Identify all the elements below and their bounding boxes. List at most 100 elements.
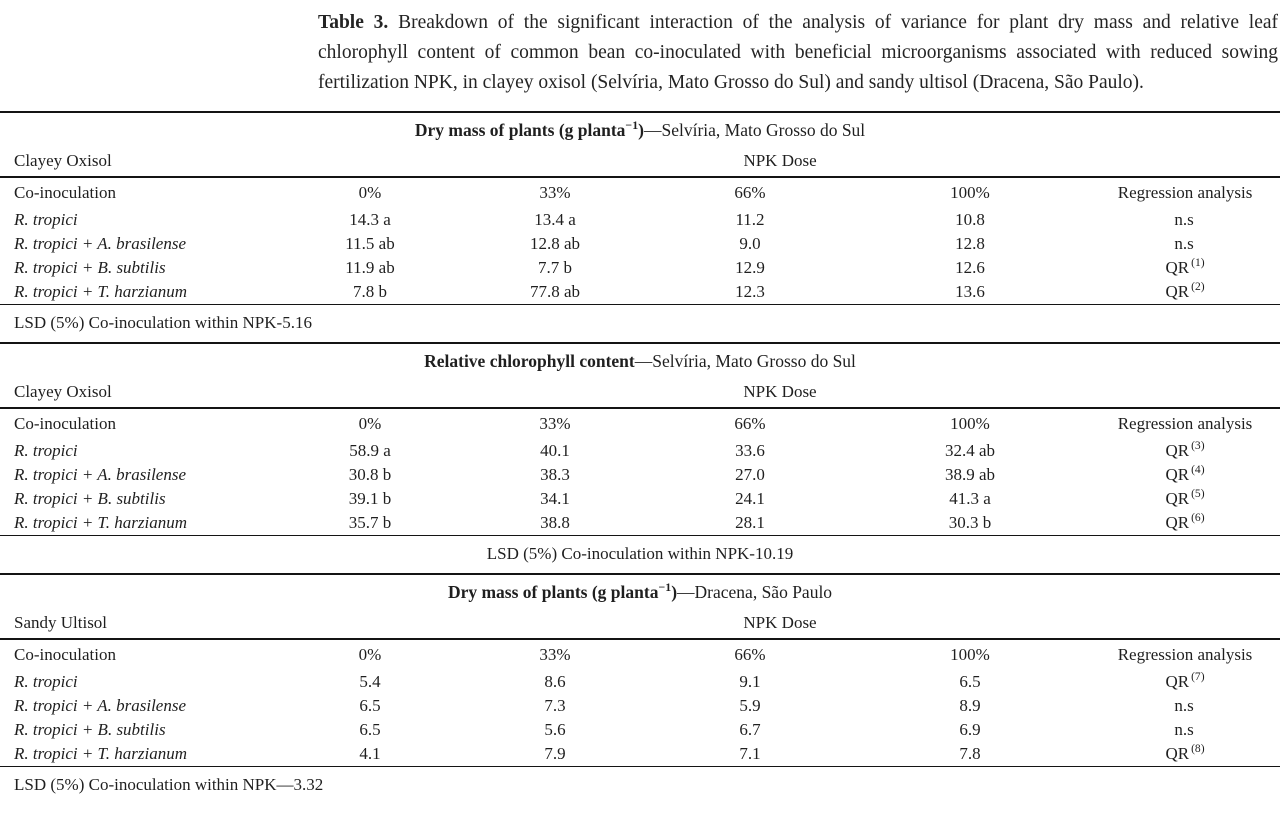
- treatment-label: R. tropici + T. harzianum: [0, 280, 280, 305]
- col-header-66pct: 66%: [734, 414, 766, 433]
- table-row: R. tropici + T. harzianum 7.8 b 77.8 ab …: [0, 280, 1280, 305]
- treatment-label: R. tropici + B. subtilis: [14, 720, 166, 739]
- regression-cell: QR (7): [1165, 670, 1205, 691]
- npk-dose-label: NPK Dose: [280, 143, 1280, 178]
- value-cell: 12.8 ab: [529, 234, 581, 253]
- col-header-regression: Regression analysis: [1117, 183, 1253, 202]
- section-table-dry-mass-dracena: Dry mass of plants (g planta−1)—Dracena,…: [0, 573, 1280, 767]
- col-header-66pct: 66%: [734, 645, 766, 664]
- col-header-regression: Regression analysis: [1117, 645, 1253, 664]
- value-cell: 10.8: [955, 210, 985, 229]
- value-cell: 5.4: [359, 672, 381, 691]
- col-header-0pct: 0%: [358, 183, 382, 202]
- table-caption-label: Table 3.: [318, 12, 389, 33]
- value-cell: 7.1: [650, 742, 850, 767]
- value-cell: 39.1 b: [348, 489, 392, 508]
- regression-cell: QR (5): [1165, 487, 1205, 508]
- section-title-measure: Relative chlorophyll content: [424, 351, 635, 371]
- value-cell: 4.1: [280, 742, 460, 767]
- value-cell: 8.6: [544, 672, 566, 691]
- table-row: R. tropici + B. subtilis 11.9 ab 7.7 b 1…: [0, 256, 1280, 280]
- value-cell: 6.7: [739, 720, 761, 739]
- col-header-regression: Regression analysis: [1117, 414, 1253, 433]
- value-cell: 6.5: [359, 720, 381, 739]
- value-cell: 30.8 b: [348, 465, 392, 484]
- section-title-row: Relative chlorophyll content—Selvíria, M…: [0, 343, 1280, 374]
- regression-cell: n.s: [1174, 210, 1194, 229]
- regression-cell: QR (8): [1090, 742, 1280, 767]
- section-table-dry-mass-selviria: Dry mass of plants (g planta−1)—Selvíria…: [0, 111, 1280, 305]
- value-cell: 12.9: [735, 258, 765, 277]
- treatment-label: R. tropici: [14, 441, 78, 460]
- treatment-label: R. tropici: [14, 210, 78, 229]
- soil-type-label: Sandy Ultisol: [0, 605, 280, 640]
- table-row: R. tropici + A. brasilense 30.8 b 38.3 2…: [0, 463, 1280, 487]
- value-cell: 7.8: [850, 742, 1090, 767]
- value-cell: 32.4 ab: [944, 441, 996, 460]
- value-cell: 6.5: [359, 696, 381, 715]
- soil-type-label: Clayey Oxisol: [0, 374, 280, 409]
- value-cell: 38.9 ab: [944, 465, 996, 484]
- value-cell: 8.9: [959, 696, 981, 715]
- regression-cell: QR (4): [1165, 463, 1205, 484]
- value-cell: 6.5: [959, 672, 981, 691]
- column-header-row: Co-inoculation 0% 33% 66% 100% Regressio…: [0, 639, 1280, 670]
- section-title-row: Dry mass of plants (g planta−1)—Dracena,…: [0, 574, 1280, 605]
- value-cell: 6.9: [959, 720, 981, 739]
- table-row: R. tropici + A. brasilense 11.5 ab 12.8 …: [0, 232, 1280, 256]
- treatment-label: R. tropici: [14, 672, 78, 691]
- treatment-label: R. tropici + T. harzianum: [0, 511, 280, 536]
- regression-cell: QR (3): [1165, 439, 1205, 460]
- section-table-chlorophyll-selviria: Relative chlorophyll content—Selvíria, M…: [0, 342, 1280, 536]
- regression-cell: n.s: [1174, 720, 1194, 739]
- col-header-100pct: 100%: [950, 414, 990, 433]
- value-cell: 38.8: [460, 511, 650, 536]
- section-title-unit: (g planta−1): [587, 580, 678, 602]
- value-cell: 9.1: [739, 672, 761, 691]
- section-title-location: —Dracena, São Paulo: [677, 582, 833, 602]
- column-header-row: Co-inoculation 0% 33% 66% 100% Regressio…: [0, 408, 1280, 439]
- section-title-location: —Selvíria, Mato Grosso do Sul: [643, 120, 866, 140]
- treatment-label: R. tropici + T. harzianum: [0, 742, 280, 767]
- value-cell: 7.3: [544, 696, 566, 715]
- section-title-location: —Selvíria, Mato Grosso do Sul: [634, 351, 856, 371]
- section-title-measure: Dry mass of plants: [414, 120, 555, 140]
- col-header-0pct: 0%: [358, 645, 382, 664]
- value-cell: 41.3 a: [949, 489, 991, 508]
- table-row: R. tropici 58.9 a 40.1 33.6 32.4 ab QR (3…: [0, 439, 1280, 463]
- value-cell: 5.9: [739, 696, 761, 715]
- section-title-unit: (g planta−1): [554, 118, 644, 140]
- section-title-measure: Dry mass of plants: [447, 582, 588, 602]
- value-cell: 38.3: [540, 465, 570, 484]
- value-cell: 13.4 a: [534, 210, 576, 229]
- value-cell: 12.8: [955, 234, 985, 253]
- col-header-33pct: 33%: [539, 645, 571, 664]
- regression-cell: QR (2): [1090, 280, 1280, 305]
- npk-dose-label: NPK Dose: [280, 374, 1280, 409]
- col-header-coinoculation: Co-inoculation: [14, 645, 116, 664]
- table-row: R. tropici + T. harzianum 4.1 7.9 7.1 7.…: [0, 742, 1280, 767]
- section-title: Dry mass of plants (g planta−1)—Dracena,…: [0, 574, 1280, 605]
- value-cell: 27.0: [735, 465, 765, 484]
- regression-cell: QR (1): [1165, 256, 1205, 277]
- col-header-33pct: 33%: [539, 414, 571, 433]
- treatment-label: R. tropici + A. brasilense: [14, 696, 187, 715]
- col-header-33pct: 33%: [539, 183, 571, 202]
- col-header-coinoculation: Co-inoculation: [14, 183, 116, 202]
- lsd-note: LSD (5%) Co-inoculation within NPK-5.16: [14, 313, 312, 332]
- soil-type-label: Clayey Oxisol: [0, 143, 280, 178]
- value-cell: 12.6: [955, 258, 985, 277]
- soil-header-row: Clayey Oxisol NPK Dose: [0, 143, 1280, 178]
- table-row: R. tropici + T. harzianum 35.7 b 38.8 28…: [0, 511, 1280, 536]
- col-header-100pct: 100%: [950, 645, 990, 664]
- col-header-100pct: 100%: [950, 183, 990, 202]
- col-header-66pct: 66%: [734, 183, 766, 202]
- npk-dose-label: NPK Dose: [280, 605, 1280, 640]
- value-cell: 77.8 ab: [460, 280, 650, 305]
- value-cell: 9.0: [739, 234, 761, 253]
- value-cell: 35.7 b: [280, 511, 460, 536]
- value-cell: 30.3 b: [850, 511, 1090, 536]
- regression-cell: n.s: [1174, 696, 1194, 715]
- lsd-note: LSD (5%) Co-inoculation within NPK—3.32: [14, 775, 324, 794]
- table-caption: Table 3. Breakdown of the significant in…: [318, 8, 1278, 98]
